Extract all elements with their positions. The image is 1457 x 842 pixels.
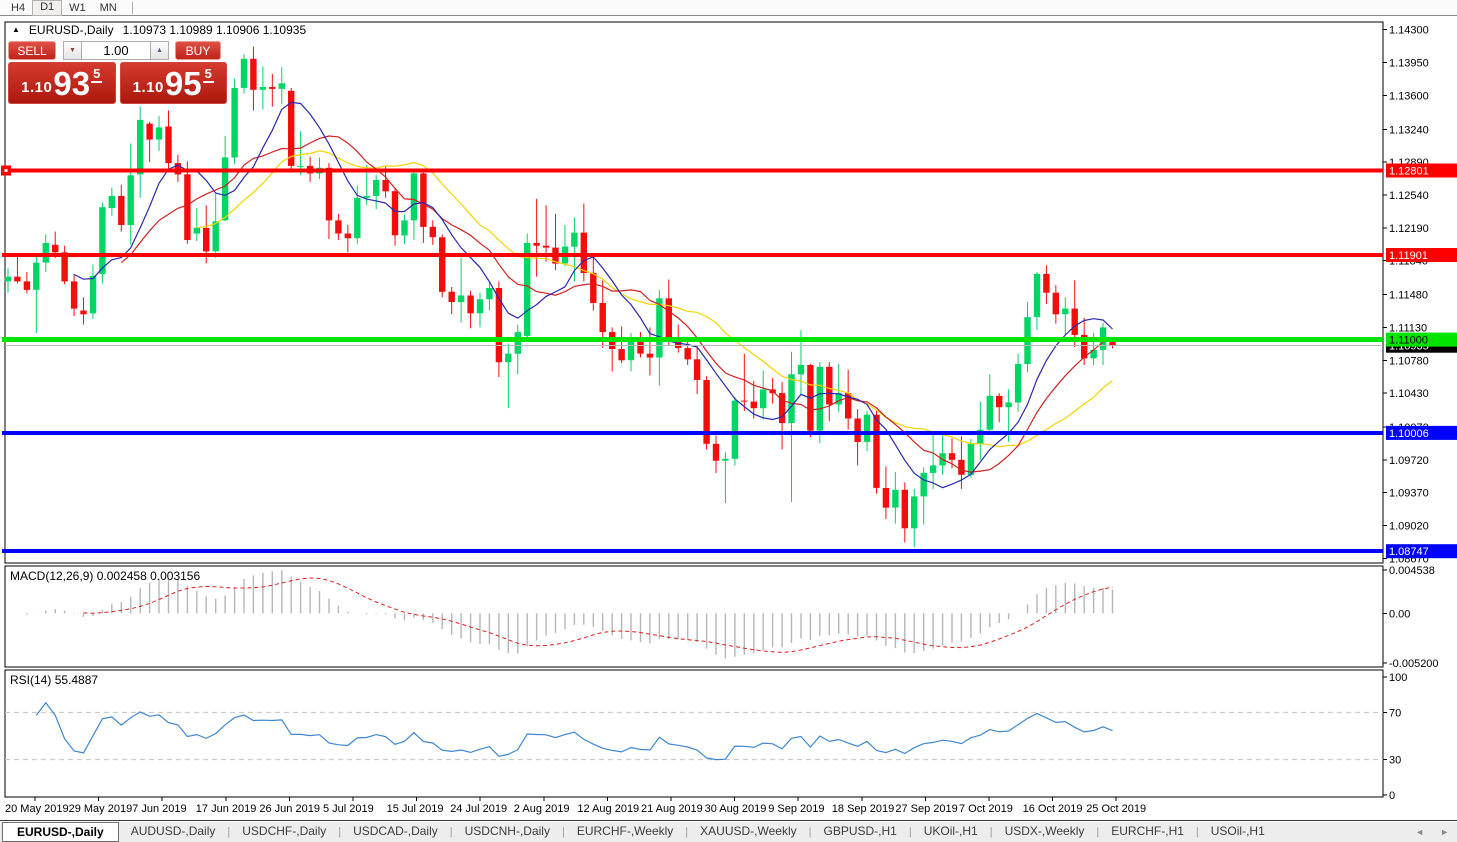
svg-text:7 Jun 2019: 7 Jun 2019	[132, 803, 186, 815]
svg-text:25 Oct 2019: 25 Oct 2019	[1086, 803, 1146, 815]
svg-text:70: 70	[1389, 707, 1401, 719]
volume-input[interactable]	[82, 41, 150, 60]
buy-button[interactable]: BUY	[175, 41, 221, 60]
svg-text:1.11130: 1.11130	[1389, 322, 1427, 334]
svg-text:1.11901: 1.11901	[1389, 250, 1428, 262]
svg-text:7 Oct 2019: 7 Oct 2019	[959, 803, 1013, 815]
chart-tab-ukoil-h1[interactable]: UKOil-,H1	[923, 824, 978, 838]
tab-separator: |	[1096, 825, 1100, 838]
one-click-trading-panel: SELL ▼ ▲ BUY 1.10 93 5 1.10 95 5	[8, 41, 227, 104]
sell-price-big: 93	[53, 65, 91, 102]
tab-separator: |	[989, 825, 993, 838]
sell-price-prefix: 1.10	[21, 79, 53, 96]
svg-text:20 May 2019: 20 May 2019	[5, 803, 69, 815]
chart-tab-usdchf-daily[interactable]: USDCHF-,Daily	[242, 824, 327, 838]
timeframe-button-d1[interactable]: D1	[32, 0, 63, 16]
svg-text:1.12540: 1.12540	[1389, 190, 1429, 202]
svg-text:1.08747: 1.08747	[1389, 546, 1429, 558]
svg-text:1.10780: 1.10780	[1389, 355, 1429, 367]
sell-price-pip: 5	[91, 66, 103, 83]
volume-spinner: ▼ ▲	[63, 41, 169, 60]
tab-separator: |	[449, 825, 453, 838]
buy-price-prefix: 1.10	[132, 79, 164, 96]
volume-decrease-icon[interactable]: ▼	[63, 41, 82, 60]
chart-tab-bar: EURUSD-,Daily AUDUSD-,Daily | USDCHF-,Daily…	[0, 820, 1457, 842]
svg-text:1.12801: 1.12801	[1389, 166, 1429, 178]
tab-scroll-left-icon[interactable]: ◄	[1415, 826, 1425, 837]
chart-tab-eurchf-weekly[interactable]: EURCHF-,Weekly	[576, 824, 674, 838]
tab-scroll-arrows: ◄ ►	[1415, 827, 1449, 837]
svg-text:12 Aug 2019: 12 Aug 2019	[577, 803, 639, 815]
svg-text:1.09370: 1.09370	[1389, 488, 1429, 500]
svg-text:1.12190: 1.12190	[1389, 223, 1429, 235]
sell-button[interactable]: SELL	[8, 41, 56, 60]
svg-text:1.13240: 1.13240	[1389, 124, 1429, 136]
buy-price-big: 95	[164, 65, 202, 102]
svg-text:1.09720: 1.09720	[1389, 455, 1429, 467]
tab-separator: |	[227, 825, 231, 838]
chart-canvas[interactable]: 1.143001.139501.136001.132401.128901.125…	[0, 0, 1457, 820]
svg-text:1.09020: 1.09020	[1389, 521, 1429, 533]
svg-text:21 Aug 2019: 21 Aug 2019	[641, 803, 703, 815]
svg-text:17 Jun 2019: 17 Jun 2019	[196, 803, 257, 815]
buy-price-pip: 5	[202, 66, 214, 83]
chart-tab-usoil-h1[interactable]: USOil-,H1	[1210, 824, 1265, 838]
svg-text:16 Oct 2019: 16 Oct 2019	[1023, 803, 1083, 815]
svg-text:1.10006: 1.10006	[1389, 428, 1429, 440]
chart-tab-audusd-daily[interactable]: AUDUSD-,Daily	[130, 824, 216, 838]
chart-tab-xauusd-weekly[interactable]: XAUUSD-,Weekly	[700, 824, 797, 838]
svg-text:1.11000: 1.11000	[1389, 335, 1428, 347]
timeframe-toolbar: H4 D1 W1 MN	[0, 0, 1457, 16]
tab-scroll-right-icon[interactable]: ►	[1440, 826, 1449, 837]
tab-separator: |	[908, 825, 912, 838]
macd-indicator-label: MACD(12,26,9) 0.002458 0.003156	[10, 569, 201, 583]
chart-tab-gbpusd-h1[interactable]: GBPUSD-,H1	[823, 824, 897, 838]
tab-separator: |	[685, 825, 689, 838]
svg-text:2 Aug 2019: 2 Aug 2019	[514, 803, 570, 815]
svg-text:15 Jul 2019: 15 Jul 2019	[387, 803, 444, 815]
svg-text:1.13600: 1.13600	[1389, 90, 1429, 102]
buy-price-panel[interactable]: 1.10 95 5	[119, 62, 227, 104]
timeframe-button-h4[interactable]: H4	[11, 1, 26, 14]
svg-text:1.10430: 1.10430	[1389, 388, 1429, 400]
svg-text:30: 30	[1389, 755, 1401, 767]
svg-text:9 Sep 2019: 9 Sep 2019	[768, 803, 824, 815]
svg-text:1.14300: 1.14300	[1389, 25, 1429, 37]
volume-increase-icon[interactable]: ▲	[150, 41, 169, 60]
svg-text:1.11480: 1.11480	[1389, 290, 1428, 302]
timeframe-button-mn[interactable]: MN	[99, 1, 117, 14]
tab-separator: |	[808, 825, 812, 838]
chart-header: ▲ EURUSD-,Daily 1.10973 1.10989 1.10906 …	[12, 23, 306, 37]
svg-text:24 Jul 2019: 24 Jul 2019	[450, 803, 507, 815]
svg-text:26 Jun 2019: 26 Jun 2019	[259, 803, 320, 815]
tab-separator: |	[338, 825, 342, 838]
svg-text:0: 0	[1389, 790, 1395, 802]
svg-text:100: 100	[1389, 672, 1407, 684]
svg-text:-0.005200: -0.005200	[1389, 658, 1439, 670]
chart-title: EURUSD-,Daily	[28, 23, 114, 37]
chart-tab-usdx-weekly[interactable]: USDX-,Weekly	[1004, 824, 1085, 838]
svg-text:0.004538: 0.004538	[1389, 565, 1435, 577]
sell-price-panel[interactable]: 1.10 93 5	[8, 62, 116, 104]
chart-ohlc-values: 1.10973 1.10989 1.10906 1.10935	[122, 23, 307, 37]
rsi-indicator-label: RSI(14) 55.4887	[10, 673, 99, 687]
collapse-arrow-icon[interactable]: ▲	[12, 25, 20, 34]
chart-tab-eurusd-daily[interactable]: EURUSD-,Daily	[2, 821, 119, 842]
chart-tab-usdcnh-daily[interactable]: USDCNH-,Daily	[464, 824, 550, 838]
svg-text:30 Aug 2019: 30 Aug 2019	[705, 803, 767, 815]
svg-text:0.00: 0.00	[1389, 608, 1410, 620]
svg-text:1.13950: 1.13950	[1389, 58, 1429, 70]
svg-text:18 Sep 2019: 18 Sep 2019	[832, 803, 894, 815]
toolbar-separator	[131, 1, 133, 14]
tab-separator: |	[1195, 825, 1199, 838]
svg-text:5 Jul 2019: 5 Jul 2019	[323, 803, 374, 815]
svg-text:27 Sep 2019: 27 Sep 2019	[895, 803, 957, 815]
timeframe-button-w1[interactable]: W1	[69, 1, 86, 14]
chart-tab-eurchf-h1[interactable]: EURCHF-,H1	[1111, 824, 1184, 838]
chart-tab-usdcad-daily[interactable]: USDCAD-,Daily	[353, 824, 438, 838]
tab-separator: |	[561, 825, 565, 838]
svg-text:29 May 2019: 29 May 2019	[69, 803, 133, 815]
